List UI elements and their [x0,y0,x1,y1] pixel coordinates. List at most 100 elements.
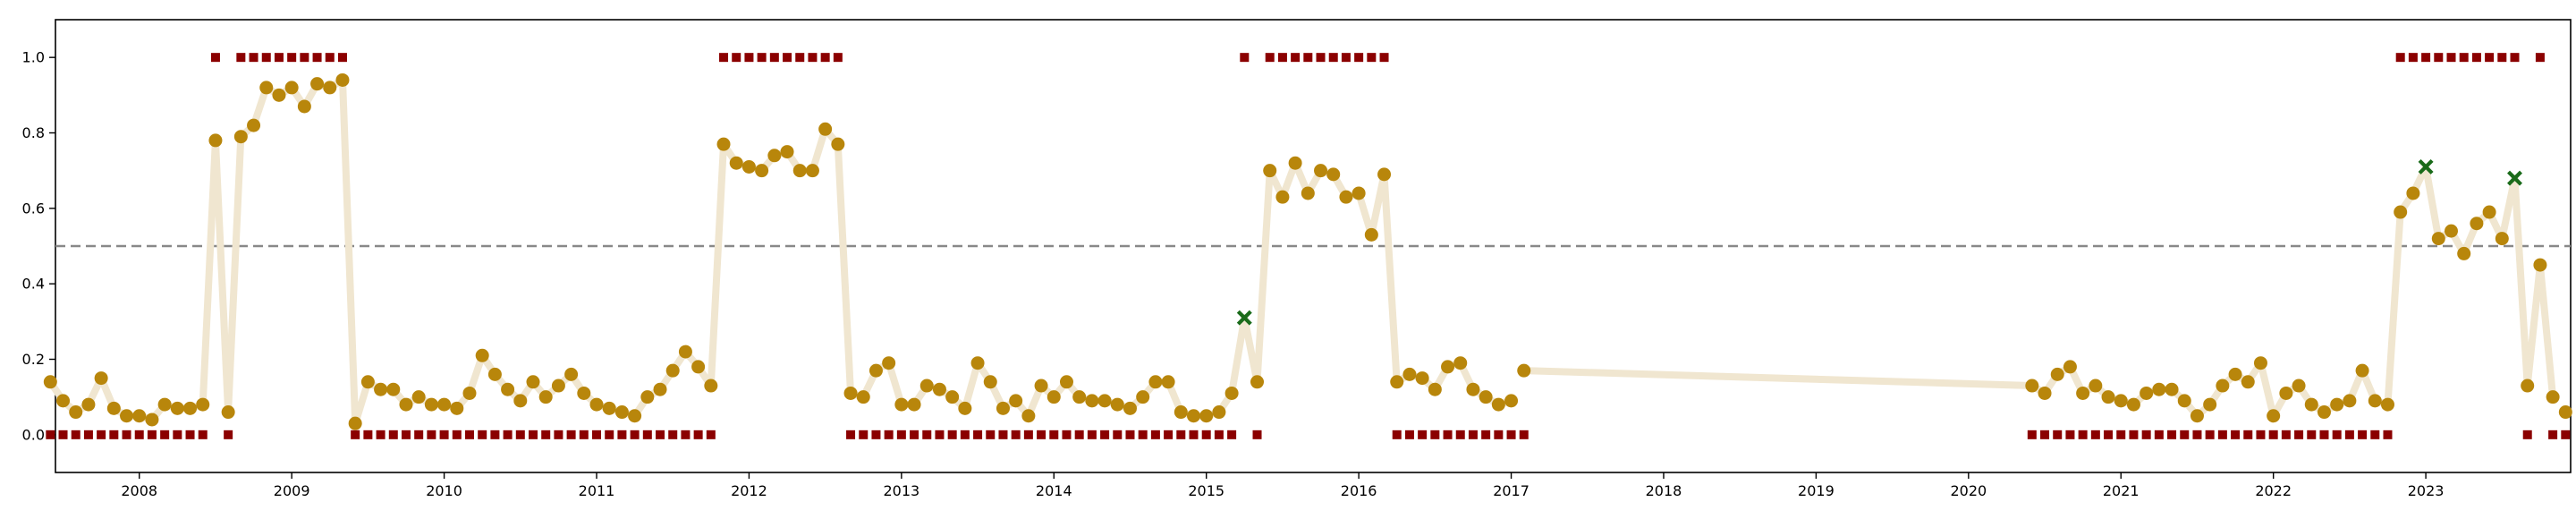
label-marker [1150,430,1160,439]
probability-point [741,159,756,174]
probability-point [2521,379,2535,393]
probability-point [2089,379,2103,393]
probability-point [945,390,960,404]
probability-point [310,77,325,91]
probability-point [1009,394,1023,408]
probability-point [653,382,667,396]
label-marker [2446,53,2456,63]
label-marker [2078,430,2088,439]
label-marker [58,430,68,439]
label-marker [884,430,894,439]
label-marker [1037,430,1046,439]
probability-point [81,397,96,412]
probability-point [2152,382,2166,396]
probability-point [1034,379,1048,393]
label-marker [2307,430,2317,439]
label-marker [2395,53,2405,63]
label-marker [1519,430,1529,439]
probability-point [106,401,121,415]
probability-point [183,401,198,415]
probability-point [2470,217,2484,231]
x-tick-label: 2017 [1493,482,1530,499]
probability-point [1097,394,1112,408]
probability-point [1224,386,1239,400]
probability-point [513,394,528,408]
probability-point [628,409,642,423]
label-marker [337,53,347,63]
probability-point [411,390,426,404]
label-marker [2421,53,2431,63]
label-marker [439,430,449,439]
x-tick-label: 2011 [579,482,615,499]
label-marker [160,430,170,439]
label-marker [1074,430,1084,439]
label-marker [2231,430,2241,439]
label-marker [2358,430,2368,439]
label-marker [706,430,716,439]
probability-point [894,397,909,412]
label-marker [71,430,80,439]
probability-point [2216,379,2230,393]
label-marker [1392,430,1402,439]
probability-point [1072,390,1087,404]
label-marker [312,53,322,63]
label-marker [134,430,144,439]
probability-point [755,164,769,178]
label-marker [808,53,818,63]
probability-point [1046,390,1061,404]
y-tick-label: 0.2 [22,351,45,368]
probability-point [1339,190,1353,204]
label-marker [2383,430,2393,439]
probability-point [247,118,261,132]
probability-point [2343,394,2357,408]
probability-point [2317,405,2331,420]
label-marker [97,430,106,439]
y-tick-label: 0.6 [22,200,45,217]
probability-point [1110,397,1124,412]
probability-point [2355,363,2369,378]
label-marker [2535,53,2545,63]
label-marker [668,430,678,439]
x-tick-label: 2012 [731,482,767,499]
probability-point [1250,375,1265,389]
probability-point [729,156,743,170]
label-marker [1113,430,1123,439]
probability-point [1199,409,1214,423]
probability-point [208,133,223,148]
label-marker [2167,430,2177,439]
probability-point [958,401,972,415]
label-marker [376,430,386,439]
probability-point [767,149,782,163]
label-marker [1481,430,1491,439]
probability-point [1085,394,1099,408]
label-marker [287,53,297,63]
misclassified-stroke [2418,158,2434,174]
probability-point [869,363,883,378]
label-marker [1404,430,1414,439]
label-marker [744,53,754,63]
label-marker [46,430,55,439]
probability-point [272,88,286,102]
label-marker [2065,430,2075,439]
probability-point [120,409,134,423]
label-marker [2268,430,2278,439]
probability-point [2076,386,2090,400]
probability-point [2114,394,2128,408]
label-marker [1443,430,1453,439]
probability-point [640,390,655,404]
probability-point [2380,397,2394,412]
probability-point [437,397,452,412]
probability-point [233,130,248,144]
probability-point [678,345,692,359]
label-marker [579,430,589,439]
label-marker [464,430,474,439]
probability-point [2190,409,2204,423]
label-marker [769,53,779,63]
label-marker [554,430,564,439]
probability-point [2038,386,2052,400]
label-marker [656,430,665,439]
label-marker [198,430,208,439]
label-marker [1367,53,1377,63]
label-marker [2243,430,2253,439]
label-marker [922,430,932,439]
